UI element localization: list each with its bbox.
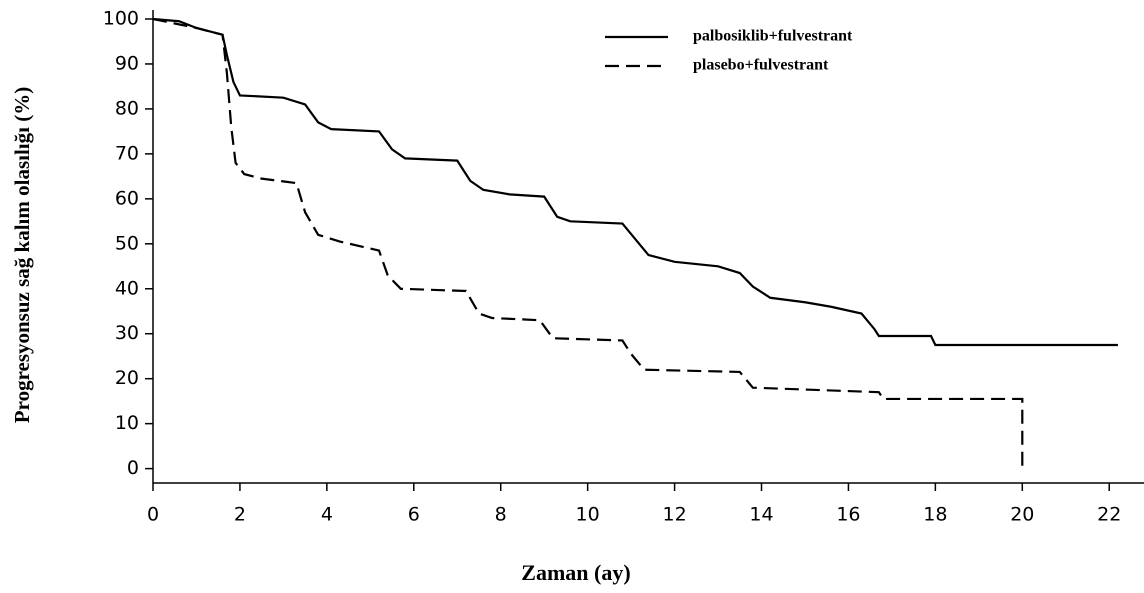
x-tick-label: 18: [923, 504, 947, 526]
x-tick-label: 14: [749, 504, 773, 526]
x-tick-label: 16: [836, 504, 860, 526]
x-tick-label: 10: [576, 504, 600, 526]
y-tick-label: 70: [115, 142, 139, 164]
x-tick-label: 2: [234, 504, 246, 526]
y-tick-label: 30: [115, 322, 139, 344]
x-tick-label: 8: [495, 504, 507, 526]
y-tick-label: 20: [115, 367, 139, 389]
y-tick-label: 80: [115, 97, 139, 119]
y-tick-label: 90: [115, 52, 139, 74]
y-tick-label: 60: [115, 187, 139, 209]
series-line: [152, 17, 1024, 469]
x-tick-label: 22: [1097, 504, 1121, 526]
y-tick-label: 100: [103, 7, 139, 29]
y-tick-label: 50: [115, 232, 139, 254]
x-axis-title: Zaman (ay): [521, 560, 630, 585]
y-axis-title: Progresyonsuz sağ kalım olasılığı (%): [10, 87, 34, 423]
x-tick-label: 6: [408, 504, 420, 526]
y-tick-label: 0: [127, 457, 139, 479]
legend-label: plasebo+fulvestrant: [693, 57, 829, 74]
x-tick-label: 12: [662, 504, 686, 526]
x-tick-label: 0: [147, 504, 159, 526]
x-tick-label: 20: [1010, 504, 1034, 526]
y-tick-label: 40: [115, 277, 139, 299]
y-tick-label: 10: [115, 412, 139, 434]
series-line: [152, 17, 1118, 347]
legend-label: palbosiklib+fulvestrant: [693, 28, 853, 45]
x-tick-label: 4: [321, 504, 333, 526]
